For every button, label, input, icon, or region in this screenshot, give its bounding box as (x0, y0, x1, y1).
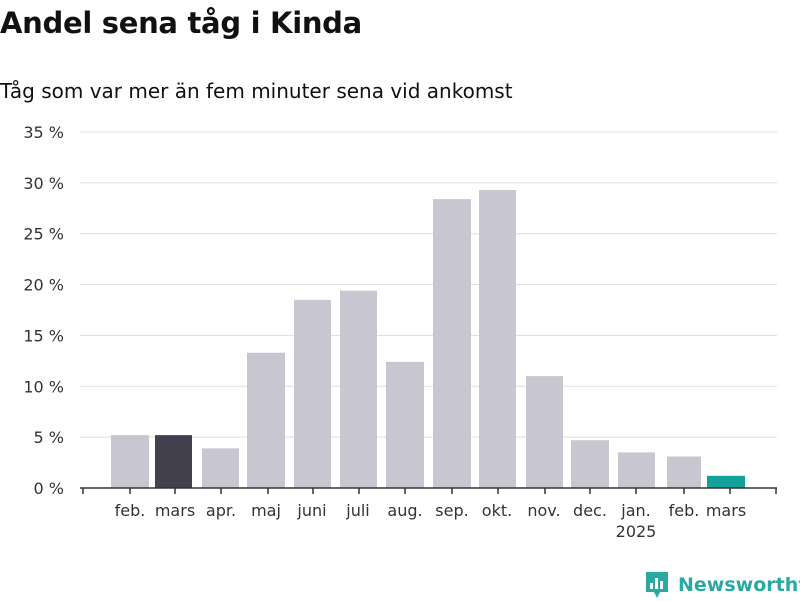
bar (707, 475, 745, 488)
bar (202, 448, 239, 488)
y-tick-label: 20 % (23, 276, 64, 295)
x-tick-label: juni (296, 501, 326, 520)
y-tick-label: 0 % (34, 479, 64, 498)
bar (433, 199, 471, 489)
bar (155, 435, 192, 488)
x-tick-label: nov. (527, 501, 560, 520)
y-tick-label: 25 % (23, 225, 64, 244)
bar (571, 440, 609, 488)
bar (111, 435, 149, 488)
bar (294, 299, 331, 488)
y-tick-label: 30 % (23, 174, 64, 193)
x-tick-label: juli (345, 501, 369, 520)
bar (526, 376, 563, 488)
x-tick-label: jan. (620, 501, 650, 520)
bar (618, 452, 655, 488)
y-tick-label: 15 % (23, 326, 64, 345)
x-tick-label: maj (251, 501, 281, 520)
x-tick-label: feb. (669, 501, 700, 520)
newsworthy-logo-icon (646, 572, 668, 598)
bar (340, 290, 377, 488)
bar (247, 352, 285, 488)
bar (667, 456, 701, 488)
x-tick-label: mars (155, 501, 195, 520)
x-tick-label: feb. (115, 501, 146, 520)
x-tick-label: aug. (387, 501, 422, 520)
chart-subtitle: Tåg som var mer än fem minuter sena vid … (0, 79, 513, 103)
x-tick-label: apr. (206, 501, 236, 520)
y-tick-label: 10 % (23, 377, 64, 396)
bar (386, 361, 424, 488)
bar (479, 189, 516, 488)
x-year-label: 2025 (616, 522, 657, 541)
y-tick-label: 5 % (34, 428, 64, 447)
brand-logo: Newsworthy (644, 569, 800, 601)
x-tick-label: sep. (435, 501, 468, 520)
y-tick-label: 35 % (23, 123, 64, 142)
chart-title: Andel sena tåg i Kinda (0, 6, 362, 40)
x-tick-label: mars (706, 501, 746, 520)
x-tick-label: dec. (573, 501, 607, 520)
brand-name: Newsworthy (678, 574, 800, 596)
x-tick-label: okt. (482, 501, 512, 520)
